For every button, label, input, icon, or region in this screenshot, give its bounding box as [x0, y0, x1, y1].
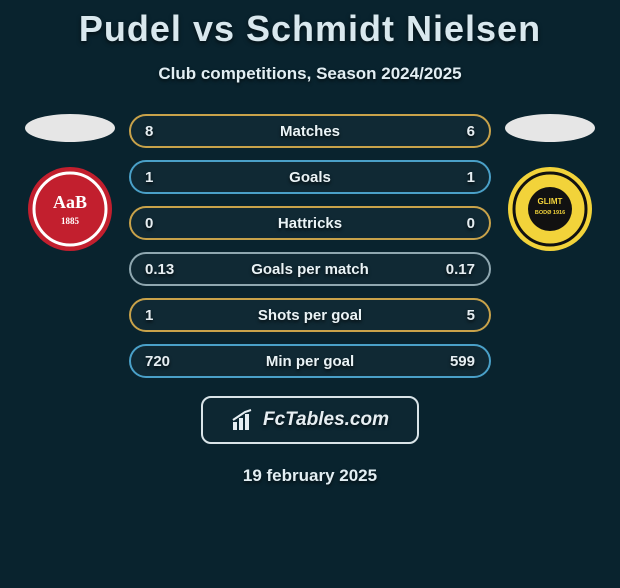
stat-label: Hattricks	[278, 215, 342, 232]
stat-label: Shots per goal	[258, 307, 362, 324]
svg-text:GLIMT: GLIMT	[538, 197, 563, 206]
right-club-logo: GLIMT BODØ 1916	[507, 166, 593, 252]
brand-text: FcTables.com	[263, 409, 389, 431]
stat-left-value: 1	[145, 307, 153, 324]
stat-label: Goals	[289, 169, 331, 186]
svg-text:AaB: AaB	[53, 192, 87, 212]
stat-label: Goals per match	[251, 261, 369, 278]
stat-label: Matches	[280, 123, 340, 140]
left-club-logo: AaB 1885	[27, 166, 113, 252]
stats-column: 8 Matches 6 1 Goals 1 0 Hattricks 0 0.13 Goals per…	[125, 114, 495, 378]
stat-row: 0.13 Goals per match 0.17	[129, 252, 491, 286]
stat-left-value: 8	[145, 123, 153, 140]
right-player-side: GLIMT BODØ 1916	[495, 114, 605, 378]
stat-row: 720 Min per goal 599	[129, 344, 491, 378]
right-club-badge: GLIMT BODØ 1916	[507, 166, 593, 252]
stat-right-value: 0.17	[446, 261, 475, 278]
stat-right-value: 5	[467, 307, 475, 324]
stat-row: 1 Shots per goal 5	[129, 298, 491, 332]
stat-row: 0 Hattricks 0	[129, 206, 491, 240]
page-title: Pudel vs Schmidt Nielsen	[0, 8, 620, 50]
left-player-side: AaB 1885	[15, 114, 125, 378]
svg-text:BODØ 1916: BODØ 1916	[535, 210, 565, 216]
subtitle: Club competitions, Season 2024/2025	[0, 64, 620, 84]
chart-icon	[231, 408, 255, 432]
stat-row: 1 Goals 1	[129, 160, 491, 194]
stat-left-value: 1	[145, 169, 153, 186]
stat-right-value: 0	[467, 215, 475, 232]
stat-right-value: 1	[467, 169, 475, 186]
stat-right-value: 599	[450, 353, 475, 370]
right-country-flag	[505, 114, 595, 142]
left-club-badge: AaB 1885	[27, 166, 113, 252]
stat-label: Min per goal	[266, 353, 354, 370]
date-label: 19 february 2025	[0, 466, 620, 486]
stat-left-value: 0	[145, 215, 153, 232]
stat-row: 8 Matches 6	[129, 114, 491, 148]
stat-left-value: 0.13	[145, 261, 174, 278]
brand-link[interactable]: FcTables.com	[201, 396, 419, 444]
left-country-flag	[25, 114, 115, 142]
svg-text:1885: 1885	[61, 216, 80, 226]
comparison-panel: AaB 1885 8 Matches 6 1 Goals 1 0 Hattricks 0 0.13…	[0, 114, 620, 378]
stat-left-value: 720	[145, 353, 170, 370]
stat-right-value: 6	[467, 123, 475, 140]
footer: FcTables.com	[0, 396, 620, 444]
